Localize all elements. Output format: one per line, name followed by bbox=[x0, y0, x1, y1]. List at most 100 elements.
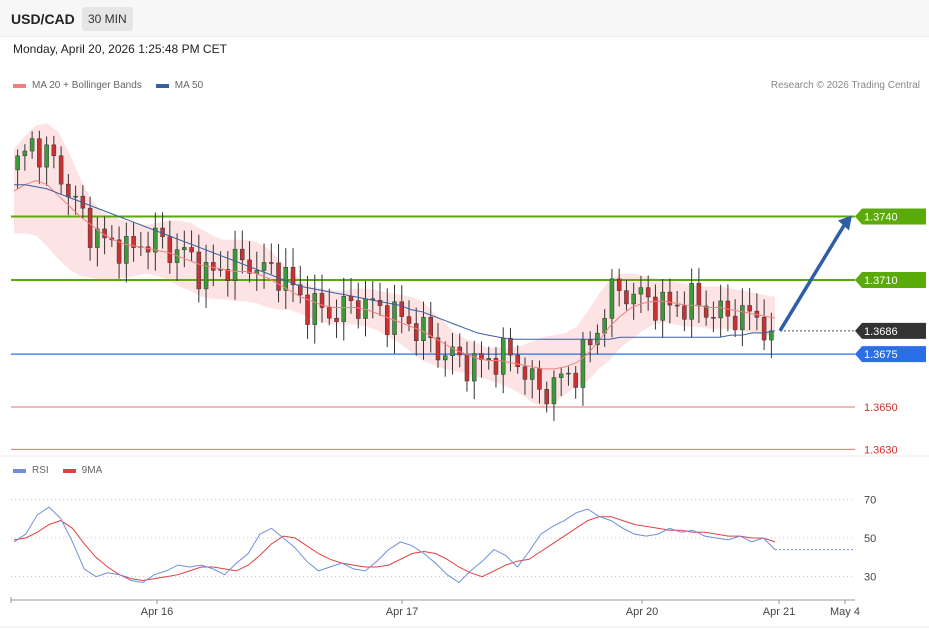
candle-body bbox=[58, 155, 64, 185]
candle-body bbox=[413, 323, 419, 341]
candle-body bbox=[609, 278, 615, 319]
candle-body bbox=[645, 287, 651, 298]
candle-body bbox=[406, 316, 412, 324]
datetime-label: Monday, April 20, 2026 1:25:48 PM CET bbox=[13, 42, 227, 56]
rsi-line bbox=[13, 506, 776, 584]
candle-body bbox=[269, 262, 274, 264]
candle-body bbox=[319, 293, 325, 308]
candle-body bbox=[145, 246, 151, 253]
candle-body bbox=[131, 236, 136, 248]
rsi-tick-label-50: 50 bbox=[864, 533, 876, 545]
candle-body bbox=[87, 207, 93, 248]
candle-body bbox=[276, 262, 281, 291]
candle-body bbox=[580, 339, 586, 388]
level-label-1.3740: 1.3740 bbox=[864, 211, 898, 223]
candle-body bbox=[486, 358, 491, 361]
candle-body bbox=[761, 317, 767, 341]
legend-item-rsi: RSI bbox=[13, 465, 49, 476]
symbol-title: USD/CAD bbox=[11, 11, 75, 27]
candle-body bbox=[537, 368, 542, 390]
candle-body bbox=[211, 262, 216, 271]
candle-body bbox=[522, 366, 528, 380]
candle-body bbox=[703, 305, 709, 318]
bollinger-band bbox=[14, 123, 775, 408]
level-label-1.3675: 1.3675 bbox=[864, 349, 898, 361]
candle-body bbox=[182, 247, 187, 251]
legend-item-ma20: MA 20 + Bollinger Bands bbox=[13, 80, 142, 91]
candle-body bbox=[689, 283, 694, 320]
candle-body bbox=[587, 339, 593, 346]
legend-label-rsi: RSI bbox=[32, 465, 49, 476]
ma20-swatch-icon bbox=[13, 83, 26, 88]
candle-body bbox=[624, 290, 629, 305]
candle-body bbox=[51, 144, 57, 157]
candle-body bbox=[189, 247, 194, 253]
candle-body bbox=[232, 248, 238, 282]
rsi-9ma-line bbox=[13, 516, 776, 582]
candle-body bbox=[341, 296, 347, 322]
legend-item-9ma: 9MA bbox=[62, 465, 103, 476]
price-legend: MA 20 + Bollinger Bands MA 50 bbox=[13, 80, 217, 91]
level-label-1.3686: 1.3686 bbox=[864, 326, 898, 338]
candle-body bbox=[769, 330, 774, 341]
level-tag-1.3686 bbox=[855, 322, 926, 339]
candle-body bbox=[37, 138, 42, 168]
candle-body bbox=[747, 305, 752, 312]
candle-body bbox=[153, 227, 158, 253]
research-credit: Research © 2026 Trading Central bbox=[770, 80, 920, 91]
x-tick-label: Apr 21 bbox=[763, 606, 795, 618]
candle-body bbox=[44, 144, 49, 168]
legend-label-ma50: MA 50 bbox=[174, 80, 204, 91]
ma50-line bbox=[14, 184, 776, 340]
projection-arrow-line bbox=[778, 224, 846, 332]
legend-label-9ma: 9MA bbox=[81, 465, 103, 476]
rsi-tick-label-70: 70 bbox=[864, 494, 876, 506]
candle-body bbox=[225, 268, 231, 282]
candle-body bbox=[124, 236, 129, 264]
candle-body bbox=[240, 248, 245, 261]
candle-body bbox=[73, 195, 78, 198]
candle-body bbox=[682, 305, 687, 320]
candle-body bbox=[558, 373, 564, 378]
candle-body bbox=[312, 293, 318, 325]
candle-body bbox=[515, 354, 520, 367]
candle-body bbox=[435, 337, 441, 361]
candle-body bbox=[471, 353, 477, 382]
candle-body bbox=[450, 346, 455, 356]
candle-body bbox=[298, 284, 303, 296]
candle-body bbox=[290, 266, 296, 286]
x-tick-label: Apr 16 bbox=[141, 606, 173, 618]
candle-body bbox=[500, 337, 506, 375]
candle-body bbox=[464, 354, 470, 382]
rsi-swatch-icon bbox=[13, 468, 26, 473]
candle-body bbox=[167, 236, 173, 263]
candle-body bbox=[385, 305, 390, 335]
candle-body bbox=[631, 293, 636, 305]
candle-body bbox=[327, 307, 332, 319]
x-tick-label: May 4 bbox=[830, 606, 860, 618]
candle-body bbox=[261, 262, 267, 271]
candle-body bbox=[22, 150, 28, 157]
candle-body bbox=[638, 287, 644, 295]
ma20-line bbox=[13, 179, 776, 370]
level-tag-1.3710 bbox=[855, 272, 926, 288]
candle-body bbox=[29, 138, 35, 152]
candle-body bbox=[116, 239, 122, 264]
candle-body bbox=[732, 315, 738, 331]
candle-body bbox=[356, 300, 361, 319]
ma50-swatch-icon bbox=[155, 83, 169, 88]
candle-body bbox=[203, 262, 209, 290]
candle-body bbox=[334, 317, 339, 322]
candle-body bbox=[573, 372, 578, 388]
candle-body bbox=[421, 316, 426, 341]
top-bar: USD/CAD 30 MIN bbox=[0, 0, 929, 37]
timeframe-button[interactable]: 30 MIN bbox=[82, 7, 133, 31]
candle-body bbox=[711, 317, 716, 319]
candle-body bbox=[493, 358, 499, 375]
candle-body bbox=[305, 294, 310, 325]
x-tick-label: Apr 17 bbox=[386, 606, 418, 618]
candle-body bbox=[442, 355, 448, 361]
candle-body bbox=[479, 353, 484, 361]
legend-label-ma20: MA 20 + Bollinger Bands bbox=[32, 80, 142, 91]
